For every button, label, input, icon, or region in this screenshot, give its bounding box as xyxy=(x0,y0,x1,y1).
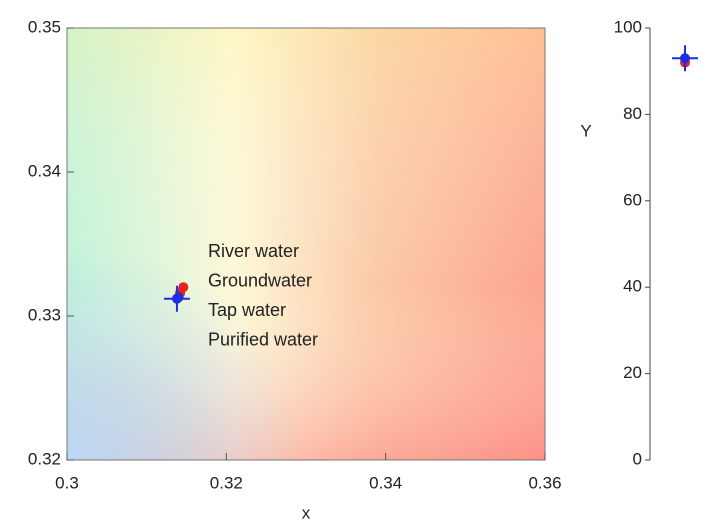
x-axis-label: x xyxy=(302,503,311,522)
y-tick-label: 80 xyxy=(623,104,642,123)
plot-background xyxy=(66,27,546,461)
y-tick-label: 0.34 xyxy=(28,161,61,180)
y-tick-label: 0 xyxy=(633,449,642,468)
legend-label: Groundwater xyxy=(208,270,312,290)
y-tick-label: 100 xyxy=(614,17,642,36)
y-tick-label: 60 xyxy=(623,190,642,209)
point xyxy=(163,285,190,312)
x-tick-label: 0.36 xyxy=(528,473,561,492)
y-axis-label: Y xyxy=(580,121,591,140)
x-tick-label: 0.32 xyxy=(210,473,243,492)
y-tick-label: 0.32 xyxy=(28,449,61,468)
legend-label: Tap water xyxy=(208,300,286,320)
x-tick-label: 0.34 xyxy=(369,473,402,492)
legend-label: Purified water xyxy=(208,329,318,349)
y-tick-label: 0.33 xyxy=(28,305,61,324)
y-tick-label: 40 xyxy=(623,277,642,296)
x-tick-label: 0.3 xyxy=(55,473,79,492)
legend-label: River water xyxy=(208,241,299,261)
y-tick-label: 0.35 xyxy=(28,17,61,36)
y-tick-label: 20 xyxy=(623,363,642,382)
point xyxy=(672,45,698,72)
